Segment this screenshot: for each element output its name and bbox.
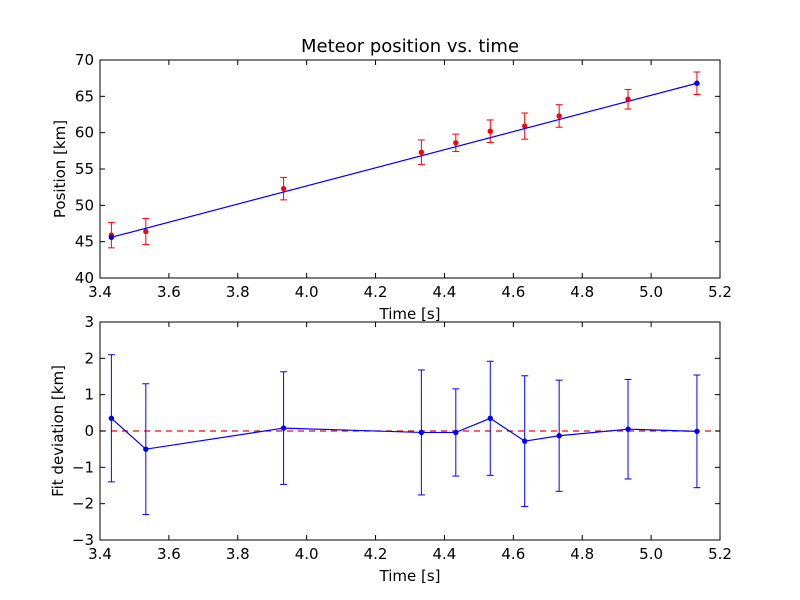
x-tick-label: 4.4	[433, 283, 457, 301]
data-point	[143, 228, 149, 235]
fit-line	[111, 82, 698, 238]
data-point	[280, 185, 287, 192]
x-tick-label: 4.2	[364, 545, 388, 563]
x-tick-label: 5.0	[639, 283, 663, 301]
x-tick-label: 5.2	[708, 283, 732, 301]
position-chart-marks	[107, 71, 701, 249]
data-point	[453, 140, 459, 146]
data-point	[453, 429, 459, 436]
data-point	[556, 113, 562, 119]
y-tick-label: 2	[84, 349, 94, 367]
deviation-line	[110, 417, 697, 450]
data-point	[625, 426, 631, 432]
x-tick-label: 4.4	[433, 545, 457, 563]
data-point	[143, 446, 149, 452]
data-point	[694, 428, 700, 435]
x-tick-label: 3.8	[226, 283, 250, 301]
x-tick-label: 4.6	[501, 283, 525, 301]
x-tick-label: 4.2	[364, 283, 388, 301]
x-tick-label: 4.6	[501, 545, 525, 563]
y-tick-label: −3	[72, 531, 94, 549]
y-tick-label: 45	[75, 233, 94, 251]
y-tick-label: 60	[75, 124, 94, 142]
x-tick-label: 5.2	[708, 545, 732, 563]
y-tick-label: 50	[75, 196, 94, 214]
position-chart: Meteor position vs. time 3.4 3.6 3.8 4.0 4.2…	[51, 36, 732, 323]
y-tick-label: 0	[84, 422, 94, 440]
x-tick-label: 3.4	[88, 283, 112, 301]
x-tick-label: 4.0	[295, 283, 319, 301]
data-point	[108, 234, 115, 241]
deviation-chart-marks	[100, 354, 720, 516]
data-point	[487, 128, 493, 134]
chart-title: Meteor position vs. time	[301, 36, 519, 57]
data-point	[694, 80, 700, 86]
data-point	[487, 415, 493, 421]
x-axis-label: Time [s]	[379, 305, 441, 323]
x-tick-label: 4.0	[295, 545, 319, 563]
x-tick-label: 5.0	[639, 545, 663, 563]
x-tick-label: 3.8	[226, 545, 250, 563]
x-axis-label: Time [s]	[379, 567, 441, 585]
y-tick-label: 70	[75, 51, 94, 69]
data-point	[418, 429, 425, 436]
y-tick-label: 40	[75, 269, 94, 287]
deviation-chart: 3.4 3.6 3.8 4.0 4.2 4.4 4.6 4.8 5.0 5.2−3−2−10123…	[49, 313, 732, 585]
y-tick-label: 55	[75, 160, 94, 178]
y-tick-label: 3	[84, 313, 94, 331]
data-point	[522, 438, 528, 444]
data-point	[108, 415, 115, 421]
x-tick-label: 3.4	[88, 545, 112, 563]
x-tick-label: 3.6	[157, 283, 181, 301]
y-tick-label: −2	[72, 495, 94, 513]
data-point	[556, 433, 562, 439]
data-point	[280, 425, 287, 431]
x-tick-label: 4.8	[570, 283, 594, 301]
y-tick-label: −1	[72, 458, 94, 476]
y-axis-label: Position [km]	[51, 120, 69, 218]
x-tick-label: 4.8	[570, 545, 594, 563]
deviation-chart-ticks: 3.4 3.6 3.8 4.0 4.2 4.4 4.6 4.8 5.0 5.2 −3 −2 −1 0 1 2 3	[72, 313, 732, 563]
y-axis-label: Fit deviation [km]	[49, 365, 67, 497]
position-chart-ticks: 3.4 3.6 3.8 4.0 4.2 4.4 4.6 4.8 5.0 5.2 40 45 50 55 60…	[75, 51, 732, 301]
data-point	[418, 149, 425, 155]
y-tick-label: 65	[75, 87, 94, 105]
y-tick-label: 1	[84, 386, 94, 404]
x-tick-label: 3.6	[157, 545, 181, 563]
